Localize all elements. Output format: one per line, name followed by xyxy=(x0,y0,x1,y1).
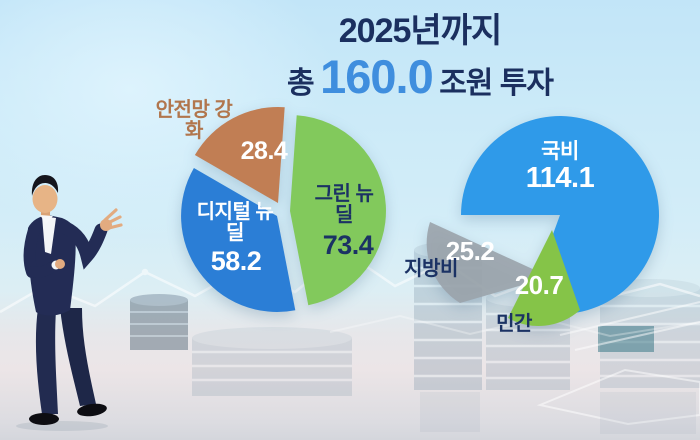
presenter-legs xyxy=(29,308,107,425)
label-green-new-deal: 그린 뉴딜 xyxy=(314,183,374,226)
presenter-hand xyxy=(100,208,123,231)
zigzag-line-secondary xyxy=(329,314,700,338)
pie-right-funding xyxy=(426,116,659,326)
presenter-shadow xyxy=(16,421,108,431)
title-total: 총 160.0 조원 투자 xyxy=(215,49,625,104)
shoe xyxy=(77,403,107,417)
value-national-budget: 114.1 xyxy=(525,162,595,194)
pie-left-slice-safety-net xyxy=(194,106,285,203)
title-year: 2025년까지 xyxy=(338,12,502,50)
label-national-budget: 국비 xyxy=(541,140,579,163)
presenter-shirt xyxy=(42,216,56,254)
pie-right-slice-private xyxy=(508,230,580,326)
value-green-new-deal: 73.4 xyxy=(322,230,374,260)
value-safety-net: 28.4 xyxy=(240,137,288,165)
shoe xyxy=(29,413,59,425)
value-digital-new-deal: 58.2 xyxy=(210,246,262,276)
presenter-left-arm xyxy=(23,224,40,278)
coin-stack-dark xyxy=(130,294,188,350)
pie-right-slice-local xyxy=(426,222,550,303)
floor-wireframe xyxy=(536,301,700,426)
coin-stack-wide xyxy=(192,327,352,396)
label-digital-new-deal: 디지털 뉴딜 xyxy=(196,201,274,244)
pie-left-slice-digital-new-deal xyxy=(181,168,296,312)
pie-left-slice-green-new-deal xyxy=(290,115,386,306)
title-total-value: 160.0 xyxy=(320,50,434,103)
value-local-budget: 25.2 xyxy=(445,236,495,266)
label-local-budget: 지방비 xyxy=(404,258,458,280)
label-private: 민간 xyxy=(496,313,532,335)
presenter-left-hand xyxy=(55,259,65,269)
value-private: 20.7 xyxy=(514,270,564,300)
chart-title: 2025년까지 총 160.0 조원 투자 xyxy=(215,3,625,104)
title-total-prefix: 총 xyxy=(287,67,315,100)
presenter-hair xyxy=(31,175,59,196)
pie-left-new-deal xyxy=(181,106,386,312)
label-safety-net: 안전망 강화 xyxy=(155,99,233,142)
pie-right-slice-national xyxy=(461,116,659,315)
floor-reflection xyxy=(600,392,696,434)
floor-reflection xyxy=(420,392,480,432)
presenter-figure xyxy=(16,175,123,431)
presenter-raised-arm xyxy=(59,221,108,270)
title-total-suffix: 조원 투자 xyxy=(439,67,554,100)
presenter-head xyxy=(32,185,58,213)
presenter-collar xyxy=(40,215,53,224)
